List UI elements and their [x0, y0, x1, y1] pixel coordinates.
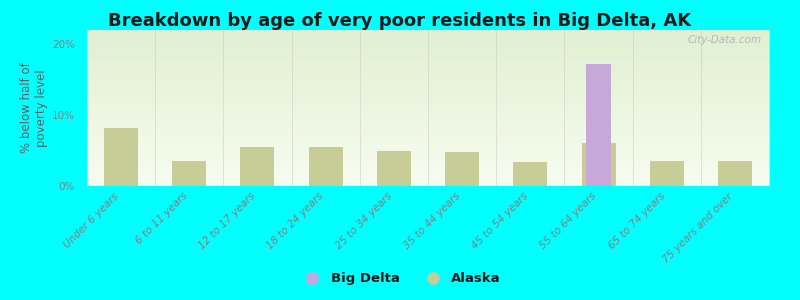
Bar — [718, 161, 752, 186]
Bar — [104, 128, 138, 186]
Bar — [309, 147, 342, 186]
Bar — [514, 162, 547, 186]
Bar — [582, 143, 616, 186]
Y-axis label: % below half of
poverty level: % below half of poverty level — [20, 63, 48, 153]
Bar — [445, 152, 479, 186]
Text: Breakdown by age of very poor residents in Big Delta, AK: Breakdown by age of very poor residents … — [109, 12, 691, 30]
Bar — [377, 151, 411, 186]
Legend: Big Delta, Alaska: Big Delta, Alaska — [294, 267, 506, 290]
Text: City-Data.com: City-Data.com — [688, 35, 762, 45]
Bar — [586, 64, 611, 186]
Bar — [240, 147, 274, 186]
Bar — [172, 161, 206, 186]
Bar — [650, 161, 684, 186]
